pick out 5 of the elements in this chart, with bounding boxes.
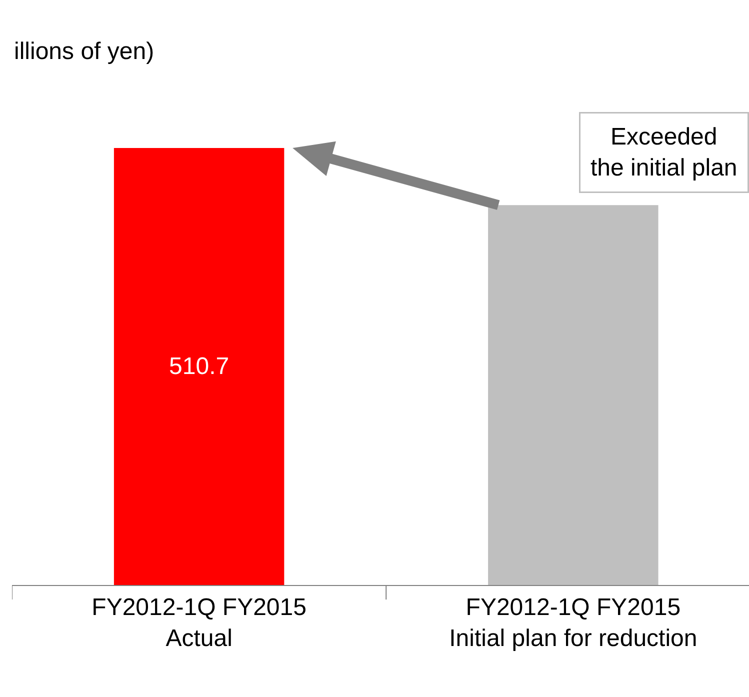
y-axis-title: illions of yen) [14,38,154,65]
x-tick-label: FY2012-1Q FY2015 Initial plan for reduction [449,594,698,652]
data-label: 510.7 [169,353,230,380]
annotation: Exceeded the initial plan [590,124,738,182]
x-tick-label: FY2012-1Q FY2015 Actual [92,594,306,652]
